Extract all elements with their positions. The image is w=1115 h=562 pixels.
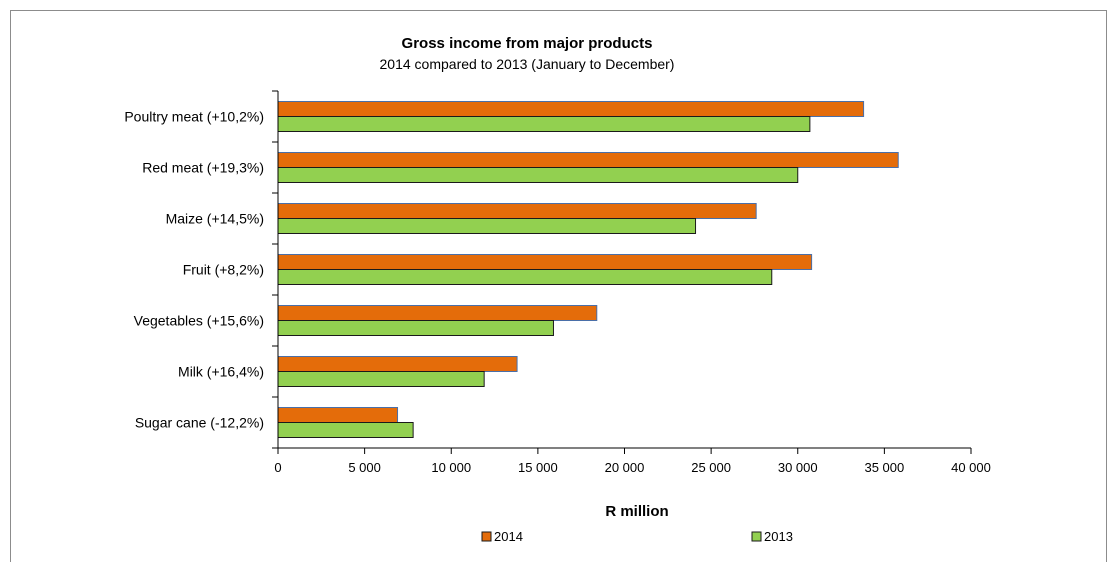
bar-2013-3 bbox=[277, 269, 773, 285]
x-tick-label: 5 000 bbox=[348, 460, 381, 475]
x-tick-label: 25 000 bbox=[691, 460, 731, 475]
bars-group bbox=[277, 101, 899, 438]
x-tick-label: 30 000 bbox=[778, 460, 818, 475]
legend: 2014 2013 bbox=[481, 529, 793, 544]
category-label: Milk (+16,4%) bbox=[178, 364, 264, 380]
x-tick-label: 15 000 bbox=[518, 460, 558, 475]
x-tick-label: 40 000 bbox=[951, 460, 991, 475]
bar-2013-2 bbox=[277, 218, 697, 234]
x-tick-label: 20 000 bbox=[605, 460, 645, 475]
bar-2014-1 bbox=[277, 152, 899, 168]
category-label: Fruit (+8,2%) bbox=[183, 262, 264, 278]
category-labels: Poultry meat (+10,2%) Red meat (+19,3%) Ma… bbox=[124, 109, 264, 431]
x-tick-labels: 0 5 000 10 000 15 000 20 000 25 000 30 000 35 0… bbox=[274, 460, 991, 475]
bar-2013-0 bbox=[277, 116, 811, 132]
bar-2013-6 bbox=[277, 422, 414, 438]
bar-2014-6 bbox=[277, 407, 399, 423]
category-label: Sugar cane (-12,2%) bbox=[135, 415, 264, 431]
bar-2014-2 bbox=[277, 203, 757, 219]
category-label: Red meat (+19,3%) bbox=[142, 160, 264, 176]
bar-2013-4 bbox=[277, 320, 554, 336]
legend-label-2013: 2013 bbox=[764, 529, 793, 544]
axes-group bbox=[272, 90, 972, 454]
category-label: Vegetables (+15,6%) bbox=[134, 313, 264, 329]
bar-2014-4 bbox=[277, 305, 598, 321]
bar-2013-1 bbox=[277, 167, 799, 183]
chart-title: Gross income from major products bbox=[402, 35, 653, 52]
legend-label-2014: 2014 bbox=[494, 529, 523, 544]
legend-swatch-2013 bbox=[751, 531, 762, 542]
x-axis-title: R million bbox=[605, 503, 668, 520]
category-label: Maize (+14,5%) bbox=[166, 211, 264, 227]
bar-2014-5 bbox=[277, 356, 518, 372]
x-tick-label: 0 bbox=[274, 460, 281, 475]
bar-2014-0 bbox=[277, 101, 865, 117]
x-tick-label: 10 000 bbox=[431, 460, 471, 475]
category-label: Poultry meat (+10,2%) bbox=[124, 109, 264, 125]
chart-subtitle: 2014 compared to 2013 (January to Decemb… bbox=[380, 56, 675, 72]
legend-swatch-2014 bbox=[481, 531, 492, 542]
x-tick-label: 35 000 bbox=[864, 460, 904, 475]
bar-2014-3 bbox=[277, 254, 813, 270]
bar-2013-5 bbox=[277, 371, 485, 387]
